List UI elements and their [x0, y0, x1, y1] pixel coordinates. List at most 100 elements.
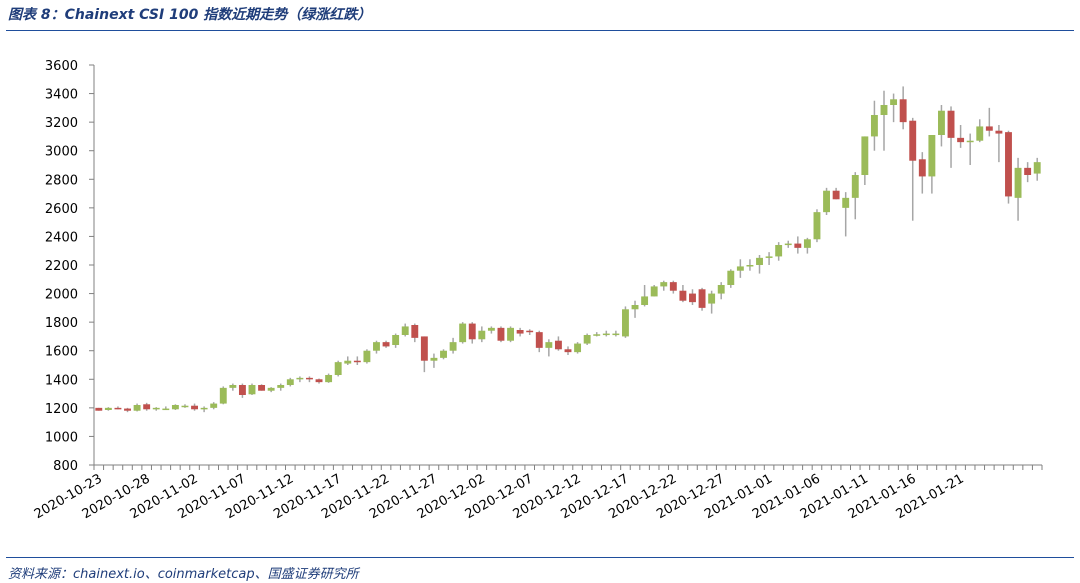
- candle-body: [104, 407, 112, 410]
- candle-down: [382, 340, 390, 348]
- candle-up: [803, 237, 811, 254]
- candle-up: [756, 255, 763, 274]
- y-tick-label: 3400: [45, 88, 78, 103]
- candle-body: [650, 286, 658, 297]
- candle-body: [478, 330, 486, 340]
- candle-body: [554, 340, 562, 350]
- candle-body: [507, 327, 514, 341]
- candle-body: [669, 282, 677, 291]
- y-tick-label: 2000: [45, 288, 78, 303]
- candle-down: [669, 280, 677, 294]
- candle-up: [392, 333, 400, 348]
- y-tick-label: 3000: [45, 145, 78, 160]
- candle-body: [823, 190, 830, 213]
- candle-up: [344, 356, 352, 365]
- candle-body: [162, 408, 170, 411]
- candle-up: [104, 407, 112, 411]
- candle-down: [698, 287, 706, 311]
- candle-up: [487, 326, 495, 334]
- candle-body: [382, 342, 390, 347]
- candle-up: [851, 172, 859, 220]
- candle-body: [296, 377, 304, 380]
- candle-body: [775, 245, 783, 257]
- candle-body: [315, 379, 323, 383]
- candle-body: [746, 265, 754, 267]
- y-tick-label: 1200: [45, 402, 78, 417]
- candle-up: [545, 339, 553, 357]
- y-axis: 800 1000 1200 1400 1600 1800 2000 2200 2400 2600 2…: [45, 59, 95, 474]
- candle-body: [306, 377, 313, 380]
- candle-up: [880, 90, 888, 151]
- candle-body: [985, 126, 993, 131]
- candle-down: [420, 336, 428, 373]
- candle-up: [171, 404, 179, 410]
- candle-up: [449, 337, 457, 354]
- candle-body: [794, 243, 802, 248]
- candle-body: [286, 379, 294, 385]
- candle-body: [1005, 132, 1012, 197]
- candle-body: [459, 323, 467, 343]
- candle-up: [842, 192, 850, 237]
- candle-body: [957, 137, 965, 143]
- candle-down: [689, 289, 696, 305]
- candle-body: [353, 360, 361, 363]
- candle-body: [966, 140, 974, 143]
- y-tick-label: 2800: [45, 173, 78, 188]
- candle-body: [564, 349, 572, 353]
- candle-down: [1024, 162, 1032, 183]
- y-tick-label: 800: [53, 459, 78, 474]
- candle-body: [95, 407, 103, 411]
- candle-down: [238, 383, 246, 398]
- candle-body: [995, 130, 1003, 134]
- y-tick-label: 1400: [45, 373, 78, 388]
- candle-up: [133, 403, 141, 412]
- candle-up: [622, 306, 629, 338]
- candle-down: [995, 125, 1003, 163]
- candle-up: [210, 402, 218, 410]
- candle-down: [468, 322, 476, 344]
- candle-down: [918, 152, 926, 194]
- candle-body: [526, 330, 534, 333]
- candle-body: [938, 110, 945, 135]
- candle-body: [516, 330, 524, 334]
- candle-body: [497, 327, 505, 341]
- candle-body: [612, 333, 620, 336]
- candle-body: [181, 405, 189, 408]
- candle-down: [957, 125, 965, 148]
- candle-body: [756, 257, 763, 265]
- candle-body: [660, 282, 668, 287]
- candle-body: [143, 404, 151, 410]
- candle-up: [928, 135, 936, 194]
- candle-down: [526, 329, 534, 335]
- candle-up: [478, 326, 486, 343]
- candle-body: [344, 360, 352, 364]
- x-axis: 2020-10-232020-10-282020-11-022020-11-07…: [32, 464, 1043, 522]
- candle-body: [909, 120, 917, 161]
- candle-up: [976, 119, 984, 143]
- candle-body: [976, 126, 984, 141]
- candle-body: [373, 342, 380, 351]
- candle-down: [411, 323, 419, 343]
- candle-up: [267, 387, 275, 393]
- y-tick-label: 3600: [45, 59, 78, 74]
- candle-up: [660, 280, 668, 291]
- source-note: 资料来源：chainext.io、coinmarketcap、国盛证券研究所: [8, 567, 359, 582]
- candle-body: [1024, 167, 1032, 175]
- candle-up: [200, 406, 208, 413]
- candle-down: [909, 117, 917, 221]
- candle-up: [152, 407, 160, 411]
- candle-body: [325, 375, 333, 383]
- candle-body: [401, 326, 409, 335]
- candle-up: [373, 340, 380, 354]
- candle-up: [430, 353, 438, 368]
- candle-down: [95, 407, 103, 411]
- candle-body: [574, 343, 582, 353]
- candle-body: [277, 385, 285, 388]
- candle-up: [966, 133, 974, 165]
- y-tick-label: 2200: [45, 259, 78, 274]
- candle-down: [315, 378, 323, 384]
- candle-down: [899, 86, 907, 130]
- candle-up: [727, 269, 735, 288]
- candle-down: [554, 336, 562, 351]
- candle-up: [870, 100, 878, 151]
